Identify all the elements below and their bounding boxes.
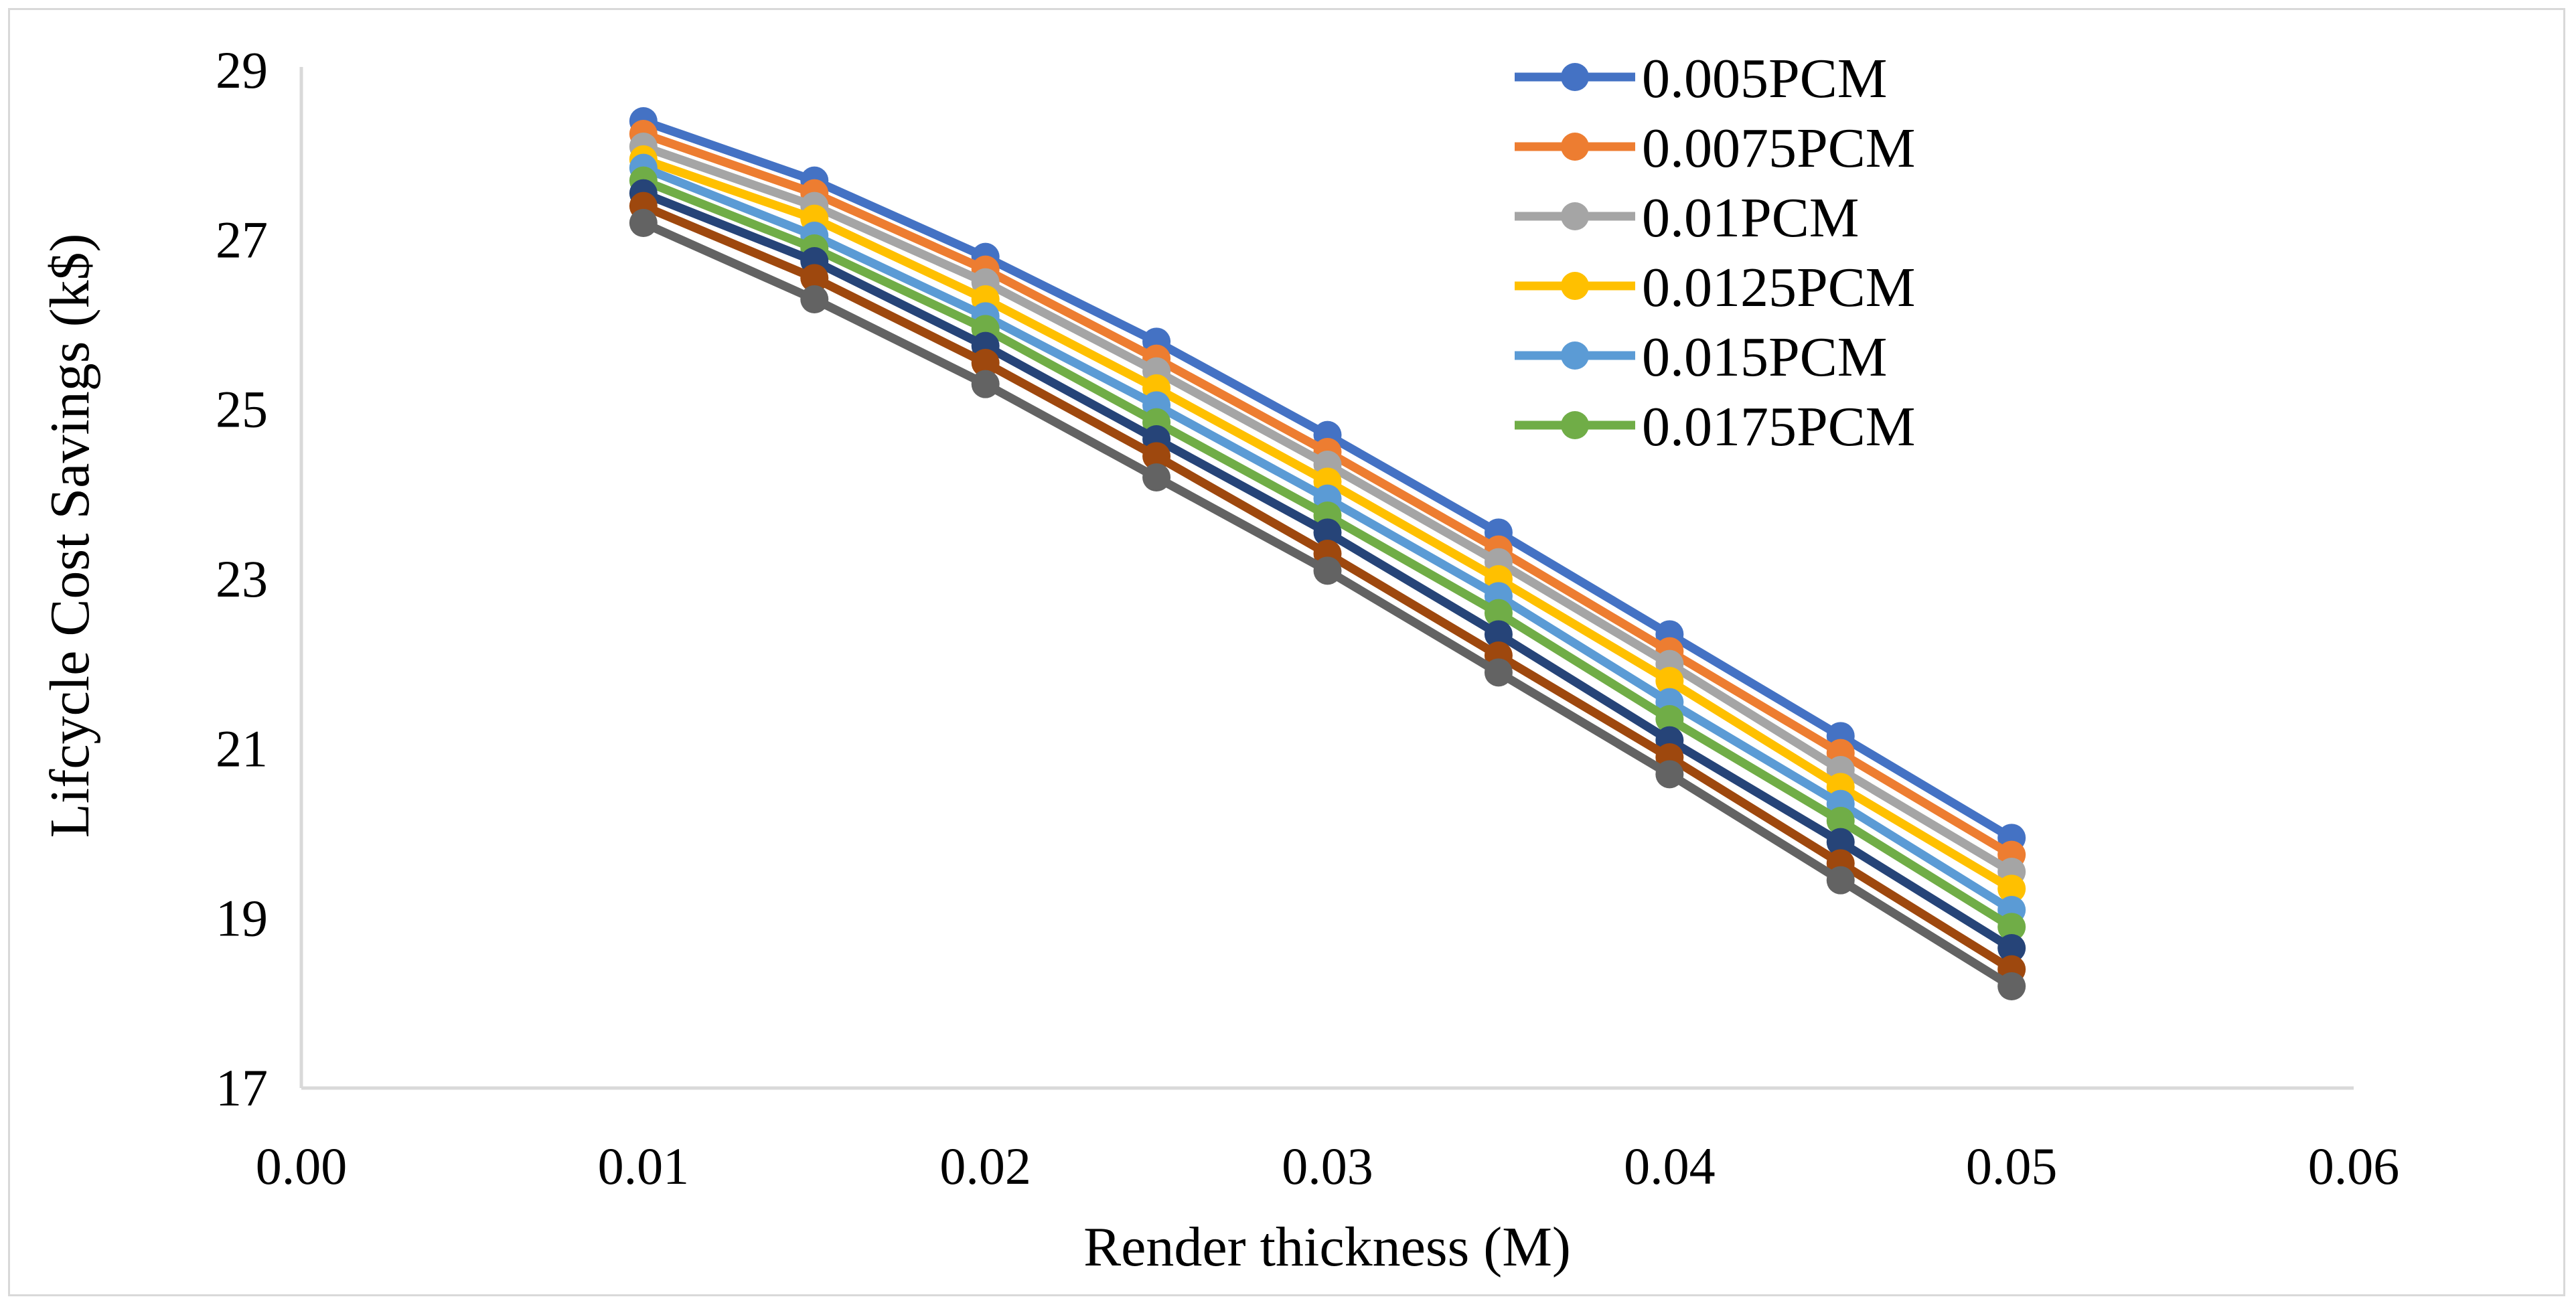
- data-point: [1313, 518, 1342, 547]
- legend-label: 0.0125PCM: [1642, 256, 1915, 319]
- y-axis-title: Lifcycle Cost Savings (k$): [39, 234, 101, 838]
- y-tick-label: 21: [216, 719, 268, 777]
- data-point: [1997, 874, 2026, 903]
- data-point: [1313, 556, 1342, 585]
- series-layer: [629, 107, 2026, 1000]
- data-point: [1826, 866, 1855, 895]
- y-tick-label: 17: [216, 1059, 268, 1117]
- legend-item: 0.01PCM: [1515, 187, 1859, 249]
- data-point: [1484, 658, 1513, 687]
- x-tick-label: 0.04: [1624, 1137, 1716, 1195]
- y-tick-label: 19: [216, 889, 268, 947]
- legend-item: 0.0175PCM: [1515, 396, 1915, 458]
- data-point: [1655, 760, 1684, 789]
- data-point: [1142, 463, 1171, 491]
- x-tick-label: 0.03: [1282, 1137, 1373, 1195]
- legend-label: 0.005PCM: [1642, 48, 1887, 110]
- x-tick-label: 0.05: [1966, 1137, 2058, 1195]
- y-tick-label: 23: [216, 550, 268, 608]
- x-tick-label: 0.02: [939, 1137, 1031, 1195]
- data-point: [971, 349, 1000, 377]
- data-point: [1655, 705, 1684, 733]
- data-point: [800, 264, 829, 293]
- data-point: [1484, 599, 1513, 627]
- axes: [299, 67, 2354, 1090]
- x-tick-label: 0.06: [2308, 1137, 2400, 1195]
- data-point: [1655, 667, 1684, 695]
- x-tick-label: 0.01: [598, 1137, 690, 1195]
- data-point: [1484, 620, 1513, 649]
- legend-swatch-marker: [1561, 411, 1589, 439]
- legend-swatch-marker: [1561, 63, 1589, 91]
- legend-swatch-marker: [1561, 341, 1589, 370]
- chart-frame: [8, 8, 2565, 1296]
- data-point: [1997, 972, 2026, 1000]
- legend-item: 0.015PCM: [1515, 326, 1887, 388]
- data-point: [1997, 934, 2026, 962]
- y-tick-label: 25: [216, 380, 268, 439]
- data-point: [1142, 442, 1171, 471]
- y-tick-label: 29: [216, 41, 268, 99]
- series-9: [629, 209, 2026, 1000]
- data-point: [1826, 828, 1855, 856]
- data-point: [1826, 807, 1855, 835]
- legend-label: 0.0075PCM: [1642, 117, 1915, 179]
- data-point: [629, 209, 658, 237]
- legend-swatch-marker: [1561, 272, 1589, 300]
- data-point: [1997, 913, 2026, 941]
- data-point: [800, 285, 829, 313]
- legend-label: 0.01PCM: [1642, 187, 1859, 249]
- x-tick-label: 0.00: [256, 1137, 348, 1195]
- legend-item: 0.0075PCM: [1515, 117, 1915, 179]
- legend-swatch-marker: [1561, 133, 1589, 161]
- legend-item: 0.0125PCM: [1515, 256, 1915, 319]
- y-tick-label: 27: [216, 210, 268, 268]
- legend-swatch-marker: [1561, 202, 1589, 230]
- tick-labels: 0.00 0.01 0.02 0.03 0.04 0.05 0.06 17 19 21 23 25 27…: [216, 41, 2399, 1195]
- legend-label: 0.0175PCM: [1642, 396, 1915, 458]
- legend: 0.005PCM 0.0075PCM 0.01PCM 0.0125PCM 0.015PC…: [1515, 48, 1915, 458]
- legend-item: 0.005PCM: [1515, 48, 1887, 110]
- x-axis-title: Render thickness (M): [1083, 1216, 1571, 1278]
- legend-label: 0.015PCM: [1642, 326, 1887, 388]
- data-point: [971, 370, 1000, 398]
